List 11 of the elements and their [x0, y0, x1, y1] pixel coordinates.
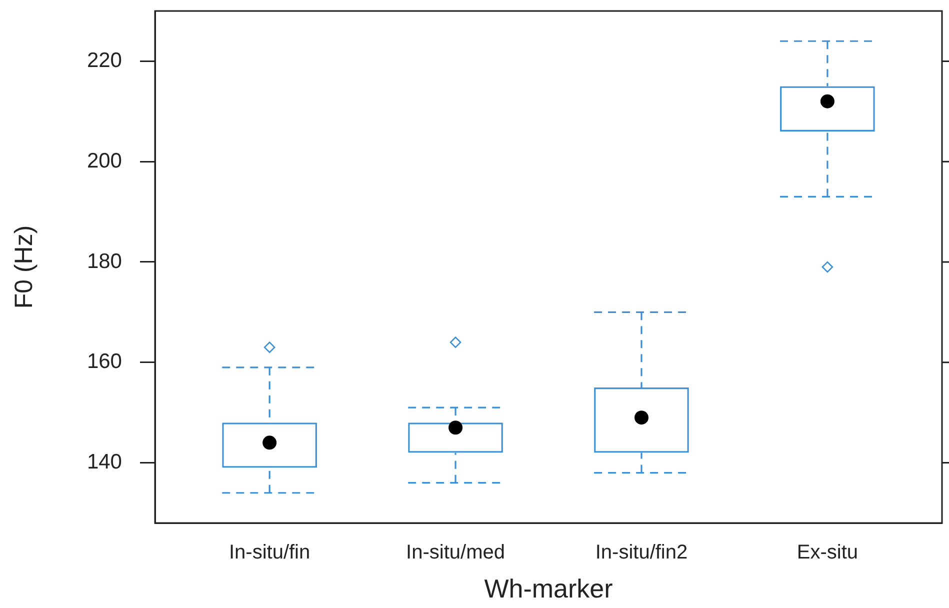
y-tick-label: 220 — [86, 48, 122, 72]
y-axis-title: F0 (Hz) — [10, 225, 38, 309]
y-tick-label: 200 — [86, 149, 122, 172]
x-tick-label: In-situ/med — [406, 542, 505, 564]
x-tick-label: In-situ/fin — [228, 542, 310, 564]
x-tick-label: In-situ/fin2 — [595, 542, 688, 564]
y-tick-label: 140 — [86, 450, 122, 474]
x-tick-label: Ex-situ — [796, 542, 858, 564]
x-axis-title: Wh-marker — [484, 574, 614, 604]
y-tick-label: 180 — [86, 250, 122, 273]
y-tick-label: 160 — [86, 350, 122, 374]
